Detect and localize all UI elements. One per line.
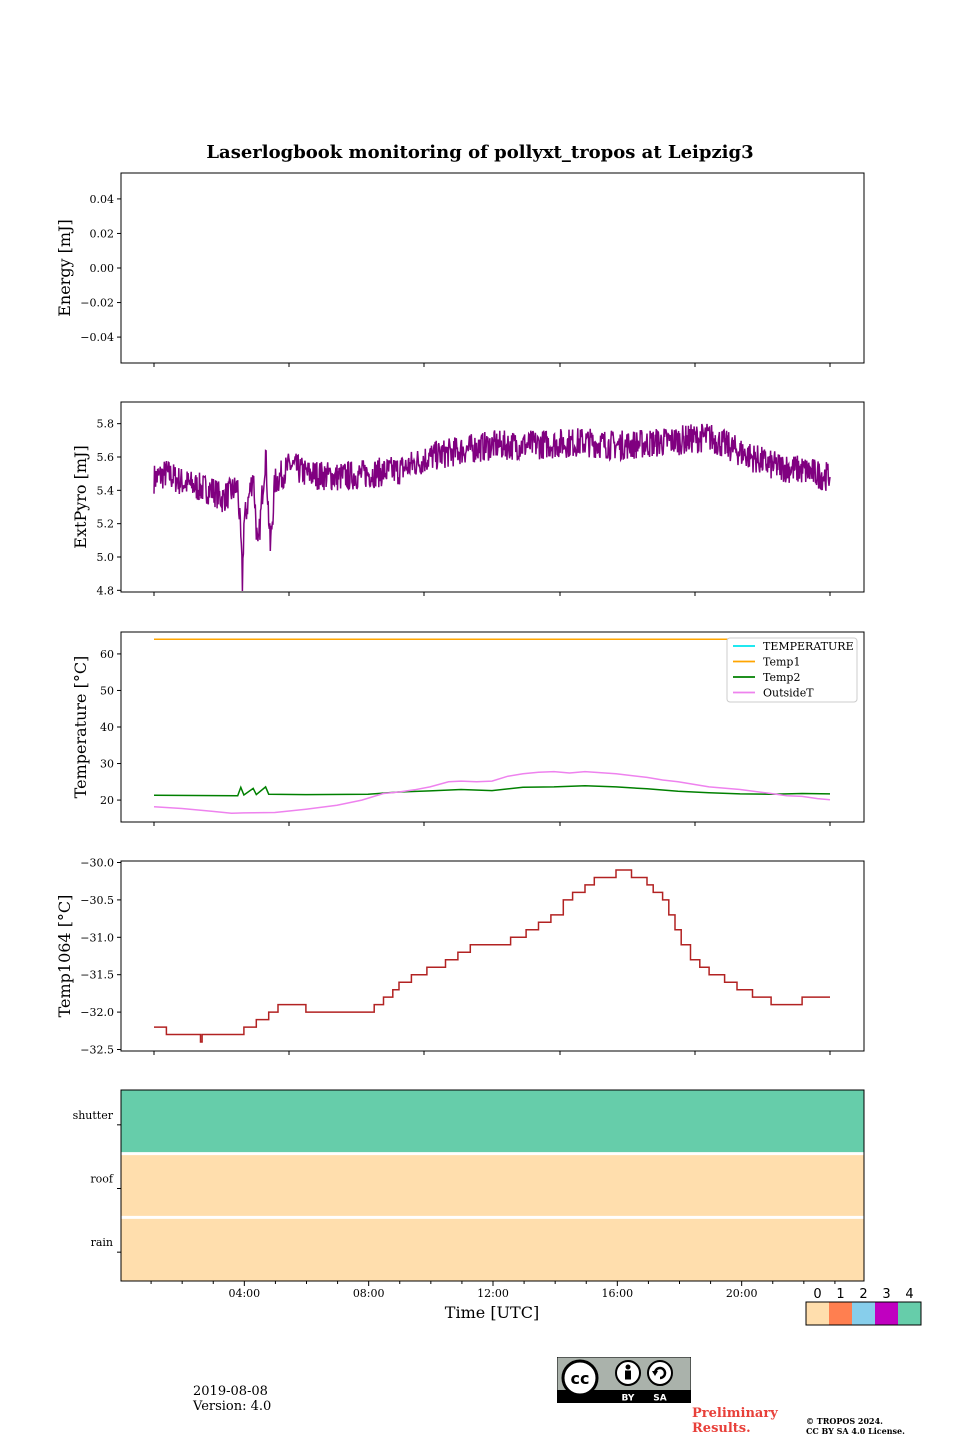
footer-version: Version: 4.0 [193,1399,272,1414]
copyright-note: © TROPOS 2024. CC BY SA 4.0 License. [806,1416,905,1436]
status-row-label-roof: roof [90,1173,114,1186]
y-tick-label: 50 [100,684,114,697]
y-tick-label: −32.0 [80,1006,114,1019]
y-tick-label: 40 [100,721,114,734]
footer-date-version: 2019-08-08 Version: 4.0 [193,1384,271,1414]
y-tick-label: 5.6 [97,451,115,464]
y-tick-label: −30.0 [80,856,114,869]
y-tick-label: −31.5 [80,969,114,982]
series-line-Temp2 [153,785,831,797]
colorbar-label-4: 4 [905,1287,913,1302]
legend-entry-OutsideT: OutsideT [763,687,814,700]
x-tick-label: 04:00 [228,1287,260,1300]
copyright-line-2: CC BY SA 4.0 License. [806,1426,905,1436]
series-line-ExtPyro [153,423,831,592]
y-tick-label: 5.2 [97,518,115,531]
panel-frame [120,172,865,364]
preliminary-line-2: Results. [692,1421,751,1436]
y-tick-label: −31.0 [80,931,114,944]
y-tick-label: 60 [100,648,114,661]
status-row-label-rain: rain [91,1236,113,1249]
colorbar-frame [805,1301,922,1326]
cc-sa-label: SA [653,1394,666,1404]
panel-extpyro: 5.8 5.6 5.4 5.2 5.0 4.8 ExtPyro [mJ] [71,401,865,597]
y-axis-label: ExtPyro [mJ] [71,445,90,548]
colorbar-swatch-0 [806,1302,829,1325]
footer-date: 2019-08-08 [193,1384,268,1399]
legend-box [726,637,858,703]
y-tick-label: −30.5 [80,894,114,907]
x-axis-label: Time [UTC] [445,1303,539,1322]
status-cell-shutter [121,1090,864,1154]
cc-by-sa-badge: cc BY SA [557,1357,691,1403]
y-tick-label: 5.8 [97,418,115,431]
status-cell-rain [121,1217,864,1281]
y-tick-label: 5.0 [97,551,115,564]
x-tick-label: 08:00 [353,1287,385,1300]
copyright-line-1: © TROPOS 2024. [806,1416,883,1426]
colorbar-label-1: 1 [836,1287,844,1302]
colorbar-swatch-1 [829,1302,852,1325]
panel-frame [120,860,865,1052]
legend: TEMPERATURE Temp1 Temp2 OutsideT [726,637,858,703]
y-axis-label: Energy [mJ] [55,219,74,317]
preliminary-line-1: Preliminary [692,1406,778,1421]
y-tick-label: 4.8 [97,584,115,597]
y-tick-label: 0.04 [90,193,115,206]
y-tick-label: 30 [100,758,114,771]
panel-energy: 0.04 0.02 0.00 −0.02 −0.04 Energy [mJ] [55,172,865,367]
y-tick-label: −0.04 [80,331,114,344]
y-tick-label: 0.00 [90,262,115,275]
colorbar-label-3: 3 [882,1287,890,1302]
colorbar-label-0: 0 [813,1287,821,1302]
y-tick-label: −0.02 [80,297,114,310]
sa-share-icon [647,1360,673,1386]
colorbar-swatch-4 [898,1302,921,1325]
x-tick-label: 12:00 [477,1287,509,1300]
colorbar-label-2: 2 [859,1287,867,1302]
y-tick-label: 20 [100,794,114,807]
status-cell-roof [121,1153,864,1218]
y-axis-label: Temp1064 [°C] [55,895,74,1018]
cc-icon [561,1359,599,1397]
series-line-OutsideT [153,770,831,814]
x-tick-label: 20:00 [726,1287,758,1300]
colorbar-swatch-2 [852,1302,875,1325]
chart-title: Laserlogbook monitoring of pollyxt_tropo… [206,142,753,163]
panel-temperature: 60 50 40 30 20 Temperature [°C] TEMPERATURE Tem… [71,631,865,826]
panel-temp1064: −30.0 −30.5 −31.0 −31.5 −32.0 −32.5 Temp1064 [… [55,856,865,1057]
status-row-label-shutter: shutter [73,1109,114,1122]
y-tick-label: 0.02 [90,227,115,240]
legend-entry-Temp2: Temp2 [763,671,800,684]
y-tick-label: 5.4 [97,484,115,497]
legend-entry-Temp1: Temp1 [763,656,800,669]
y-tick-label: −32.5 [80,1044,114,1057]
colorbar-swatch-3 [875,1302,898,1325]
y-axis-label: Temperature [°C] [71,656,90,799]
legend-entry-TEMPERATURE: TEMPERATURE [763,640,854,653]
series-line-Temp1064 [154,869,830,1043]
cc-by-label: BY [622,1394,635,1404]
svg-text:cc: cc [571,1369,590,1388]
panel-frame [120,401,865,593]
x-tick-label: 16:00 [601,1287,633,1300]
preliminary-note: Preliminary Results. [692,1406,778,1436]
panel-status: shutter roof rain 04:00 08:00 12:00 16:00 20:00 [73,1089,865,1300]
